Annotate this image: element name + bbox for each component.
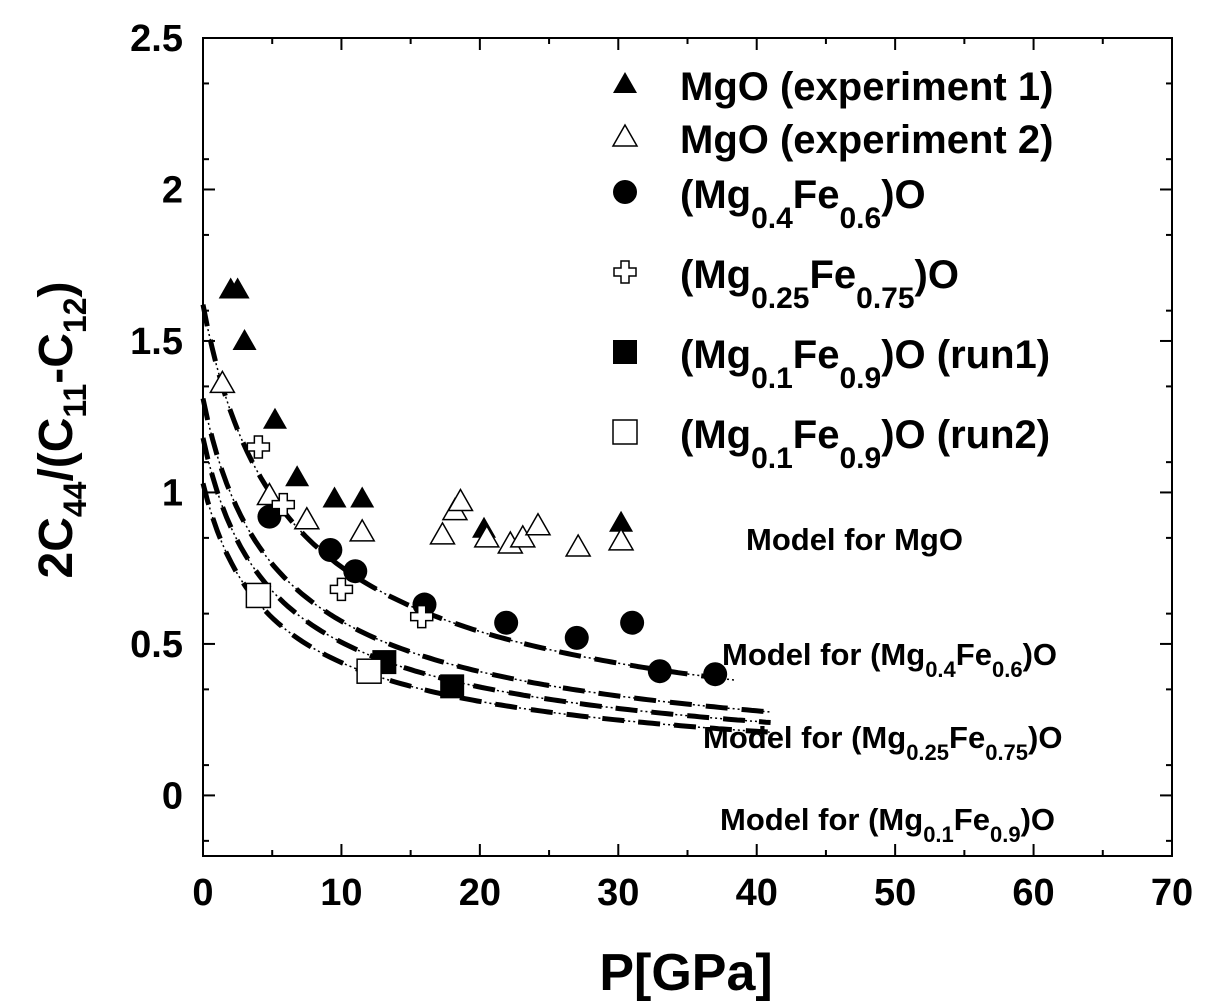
- marker-triangle-open: [447, 488, 474, 512]
- marker-triangle-filled: [225, 277, 250, 299]
- marker-triangle-filled: [322, 486, 347, 508]
- marker-triangle-open: [607, 527, 635, 551]
- marker-cross-open: [246, 435, 271, 459]
- marker-triangle-filled: [613, 72, 637, 93]
- marker-triangle-open: [429, 521, 456, 545]
- model-curves: [200, 304, 771, 735]
- marker-triangle-open: [293, 506, 321, 530]
- y-tick-labels: 0 0.5 1 1.5 2 2.5: [130, 18, 183, 817]
- marker-circle-filled: [494, 610, 519, 635]
- y-tick-label: 2.5: [130, 18, 183, 60]
- model-curve-dashed: [200, 397, 771, 715]
- model-curve-dotted: [202, 437, 771, 724]
- marker-circle-filled: [647, 659, 672, 684]
- legend-label: (Mg0.1Fe0.9)O (run2): [680, 413, 1050, 475]
- model-label: Model for (Mg0.25Fe0.75)O: [703, 720, 1062, 765]
- marker-circle-filled: [703, 662, 728, 687]
- legend-label: (Mg0.25Fe0.75)O: [680, 253, 959, 315]
- x-tick-label: 40: [736, 872, 778, 914]
- marker-triangle-open: [611, 123, 639, 147]
- y-axis-label: 2C44/(C11-C12): [30, 282, 93, 579]
- marker-square-open: [612, 419, 638, 445]
- x-tick-label: 50: [874, 872, 916, 914]
- model-label: Model for (Mg0.4Fe0.6)O: [722, 637, 1057, 682]
- marker-cross-open: [409, 604, 434, 629]
- x-tick-label: 60: [1012, 872, 1054, 914]
- model-curve-dashed: [200, 304, 737, 683]
- legend: MgO (experiment 1) MgO (experiment 2) (Mg0…: [611, 65, 1053, 475]
- marker-cross-open: [329, 577, 354, 602]
- marker-triangle-open: [524, 512, 552, 536]
- marker-cross-open: [271, 492, 296, 517]
- marker-circle-filled: [564, 625, 589, 650]
- marker-circle-filled: [343, 559, 368, 584]
- x-tick-labels: 0 10 20 30 40 50 60 70: [192, 872, 1193, 914]
- model-curve-dotted: [202, 304, 737, 681]
- data-points: [209, 277, 728, 699]
- marker-triangle-open: [209, 369, 236, 394]
- y-tick-label: 2: [162, 169, 183, 211]
- x-tick-label: 30: [597, 872, 639, 914]
- y-tick-label: 0.5: [130, 624, 183, 666]
- legend-label: (Mg0.1Fe0.9)O (run1): [680, 333, 1050, 395]
- model-curve-dotted: [202, 398, 771, 713]
- x-axis-label: P[GPa]: [599, 944, 772, 1002]
- marker-circle-filled: [257, 504, 282, 529]
- y-tick-label: 1: [162, 472, 183, 514]
- y-tick-label: 0: [162, 775, 183, 817]
- marker-triangle-filled: [350, 486, 375, 508]
- marker-cross-open: [613, 260, 637, 284]
- marker-triangle-open: [473, 524, 501, 548]
- legend-label: MgO (experiment 1): [680, 65, 1053, 109]
- model-curve-dashed: [200, 437, 771, 725]
- marker-triangle-open: [564, 533, 592, 557]
- marker-circle-filled: [318, 538, 343, 563]
- x-tick-label: 20: [459, 872, 501, 914]
- marker-square-filled: [613, 340, 637, 364]
- marker-triangle-filled: [609, 510, 634, 532]
- marker-triangle-filled: [232, 328, 257, 350]
- x-tick-label: 0: [192, 872, 213, 914]
- marker-triangle-open: [509, 524, 537, 548]
- marker-square-open: [356, 658, 382, 684]
- legend-label: MgO (experiment 2): [680, 118, 1053, 162]
- x-tick-label: 70: [1151, 872, 1193, 914]
- model-labels: Model for MgO Model for (Mg0.4Fe0.6)O Mode…: [703, 522, 1062, 847]
- marker-square-open: [245, 582, 272, 609]
- y-tick-label: 1.5: [130, 321, 183, 363]
- model-label: Model for (Mg0.1Fe0.9)O: [720, 802, 1055, 847]
- marker-triangle-filled: [285, 465, 310, 487]
- x-tick-label: 10: [320, 872, 362, 914]
- marker-triangle-open: [256, 481, 283, 506]
- marker-circle-filled: [613, 180, 637, 204]
- marker-square-filled: [440, 674, 465, 699]
- marker-triangle-open: [348, 518, 376, 542]
- model-curve-dashed: [200, 482, 771, 735]
- marker-circle-filled: [620, 610, 645, 635]
- model-label: Model for MgO: [746, 522, 963, 557]
- marker-triangle-filled: [262, 407, 287, 429]
- legend-label: (Mg0.4Fe0.6)O: [680, 173, 926, 235]
